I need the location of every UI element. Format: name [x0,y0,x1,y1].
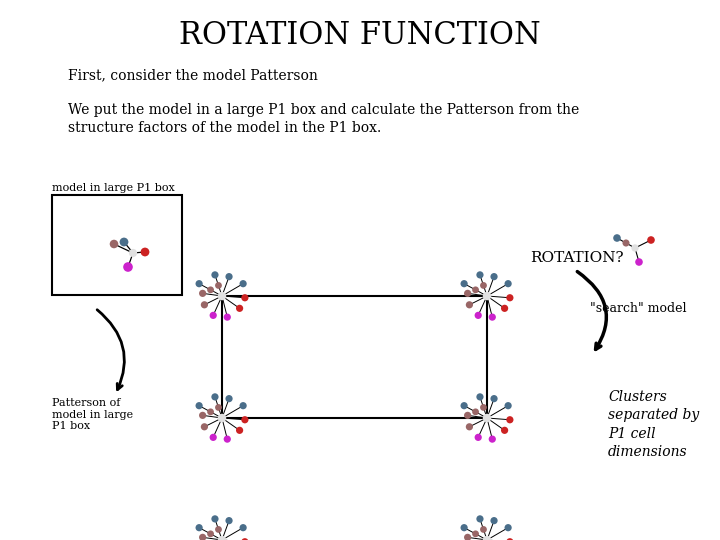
Point [459,401,470,410]
Bar [52,195,182,295]
Text: We put the model in a large P1 box and calculate the Patterson from the
structur: We put the model in a large P1 box and c… [68,103,580,136]
Point [199,300,210,309]
Point [238,401,249,410]
Point [210,271,221,279]
Point [503,523,514,532]
Point [222,435,233,443]
Point [472,433,484,442]
Point [481,536,492,540]
Point [127,249,139,258]
Point [194,279,205,288]
Point [611,234,623,242]
Point [204,530,216,538]
Point [238,279,249,288]
Point [462,411,474,420]
Point [239,415,251,424]
Point [474,393,486,401]
Point [223,272,235,281]
Point [212,525,224,534]
Point [234,304,246,313]
Point [118,238,130,246]
Point [481,414,492,422]
Point [464,300,475,309]
Point [207,433,219,442]
Point [216,536,228,540]
Text: ROTATION FUNCTION: ROTATION FUNCTION [179,19,541,51]
Point [239,293,251,302]
Point [487,435,498,443]
Point [488,516,500,525]
Point [212,281,224,290]
Point [645,235,657,244]
Point [204,408,216,416]
Point [194,401,205,410]
Point [199,422,210,431]
Text: Clusters
separated by
P1 cell
dimensions: Clusters separated by P1 cell dimensions [608,390,699,459]
Point [620,239,631,247]
Point [223,394,235,403]
Point [634,258,645,266]
Point [504,537,516,540]
Point [222,313,233,321]
Point [197,533,208,540]
Point [499,304,510,313]
Point [223,516,235,525]
Point [499,426,510,435]
Text: ROTATION?: ROTATION? [530,251,624,265]
Point [488,272,500,281]
Point [469,530,481,538]
Point [216,292,228,300]
Point [469,408,481,416]
Point [204,286,216,294]
Point [504,415,516,424]
Point [462,289,474,298]
Point [210,393,221,401]
Point [487,313,498,321]
Point [474,271,486,279]
Point [212,403,224,412]
Point [478,525,490,534]
Point [216,414,228,422]
Point [504,293,516,302]
Point [629,244,641,252]
Point [503,279,514,288]
Point [478,281,490,290]
Point [234,426,246,435]
Text: Patterson of
model in large
P1 box: Patterson of model in large P1 box [52,398,133,431]
Point [238,523,249,532]
Point [469,286,481,294]
Point [474,515,486,523]
Text: First, consider the model Patterson: First, consider the model Patterson [68,68,318,82]
Point [239,537,251,540]
Point [464,422,475,431]
Bar [222,296,487,418]
Point [459,279,470,288]
Point [481,292,492,300]
Point [122,262,134,271]
Point [210,515,221,523]
Point [503,401,514,410]
Text: model in large P1 box: model in large P1 box [52,183,175,193]
Point [197,411,208,420]
Point [108,240,120,248]
Point [194,523,205,532]
Point [462,533,474,540]
Point [207,311,219,320]
Point [197,289,208,298]
Point [488,394,500,403]
Point [472,311,484,320]
Point [478,403,490,412]
Point [459,523,470,532]
Text: "search" model: "search" model [590,301,686,314]
Point [139,248,150,256]
